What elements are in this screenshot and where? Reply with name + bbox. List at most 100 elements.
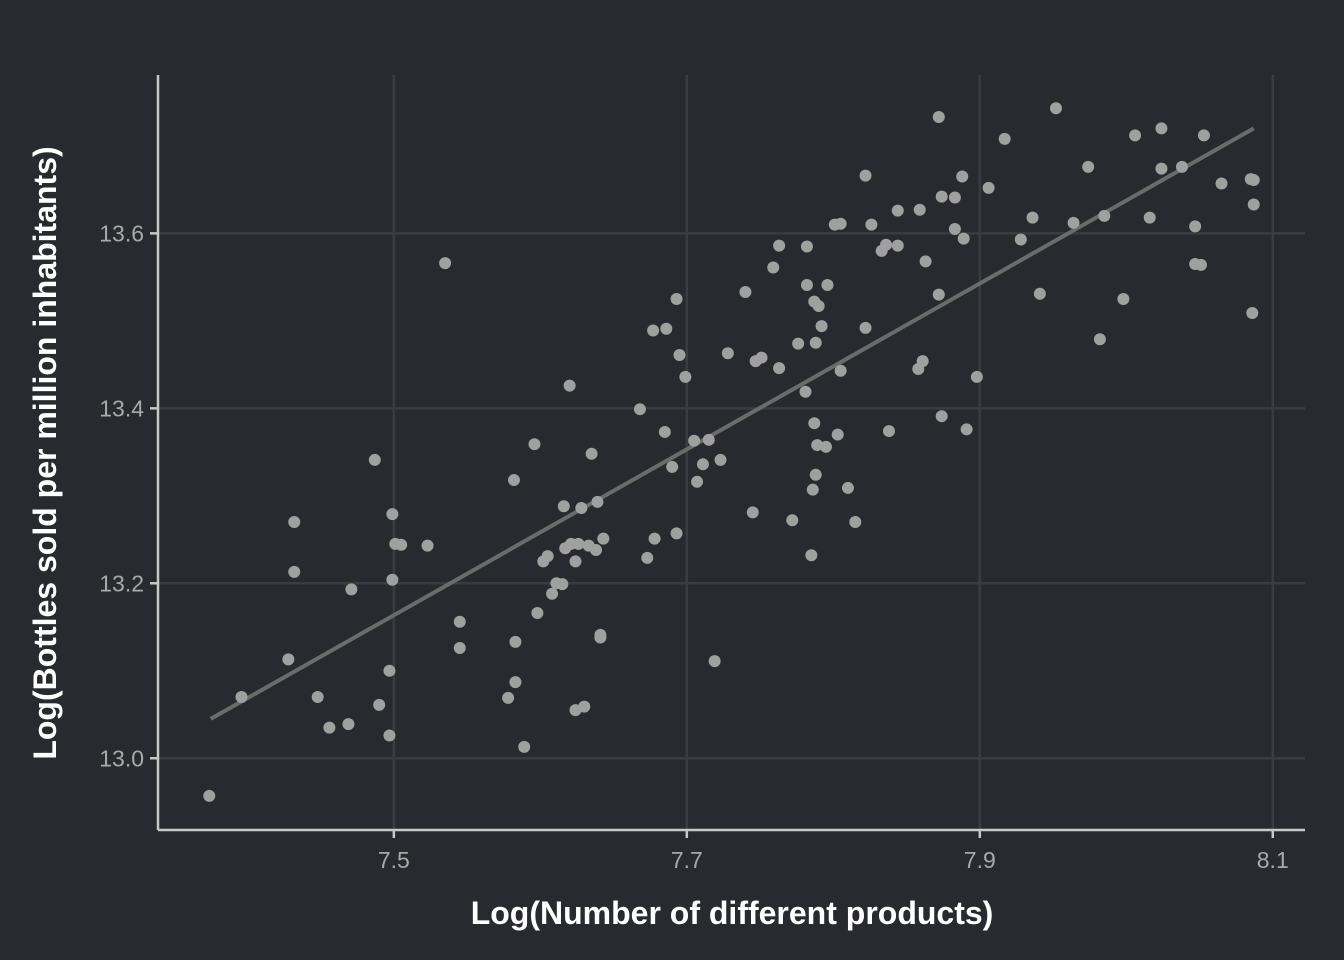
data-point (1175, 160, 1188, 173)
data-point (799, 385, 812, 398)
y-tick-label: 13.0 (99, 745, 144, 771)
data-point (383, 729, 396, 742)
data-point (502, 691, 515, 704)
data-point (453, 615, 466, 628)
data-point (688, 434, 701, 447)
data-point (880, 238, 893, 251)
data-point (1033, 287, 1046, 300)
data-point (589, 544, 602, 557)
data-point (546, 587, 559, 600)
grid-lines (158, 75, 1305, 830)
regression-line (209, 126, 1255, 721)
x-tick-label: 7.9 (964, 847, 996, 873)
data-point (998, 132, 1011, 145)
data-point (932, 288, 945, 301)
y-axis-title: Log(Bottles sold per million inhabitants… (27, 146, 63, 759)
data-point (849, 516, 862, 529)
data-point (591, 495, 604, 508)
data-point (916, 355, 929, 368)
data-point (541, 550, 554, 563)
data-point (288, 516, 301, 529)
data-point (1098, 209, 1111, 222)
data-point (812, 299, 825, 312)
data-point (507, 474, 520, 487)
data-point (919, 255, 932, 268)
data-point (282, 653, 295, 666)
data-point (841, 481, 854, 494)
data-point (578, 700, 591, 713)
data-point (948, 222, 961, 235)
data-point (386, 573, 399, 586)
y-tick-label: 13.4 (99, 395, 144, 421)
data-point (666, 460, 679, 473)
data-point (1247, 198, 1260, 211)
data-point (960, 423, 973, 436)
data-point (702, 433, 715, 446)
data-point (1014, 233, 1027, 246)
data-point (805, 549, 818, 562)
data-point (800, 278, 813, 291)
data-point (859, 169, 872, 182)
data-point (773, 362, 786, 375)
data-point (528, 438, 541, 451)
data-point (819, 440, 832, 453)
data-point (1246, 306, 1259, 319)
data-point (1194, 258, 1207, 271)
data-point (956, 170, 969, 183)
data-point (815, 320, 828, 333)
data-point (323, 721, 336, 734)
data-point (1117, 292, 1130, 305)
data-point (859, 321, 872, 334)
x-axis-title: Log(Number of different products) (471, 895, 994, 931)
x-tick-label: 8.1 (1257, 847, 1289, 873)
data-point (556, 578, 569, 591)
data-point (708, 655, 721, 668)
data-point (1155, 162, 1168, 175)
data-point (809, 468, 822, 481)
data-point (834, 217, 847, 230)
data-point (891, 204, 904, 217)
data-point (572, 537, 585, 550)
data-point (421, 539, 434, 552)
data-point (641, 551, 654, 564)
data-point (531, 607, 544, 620)
data-point (932, 110, 945, 123)
data-point (792, 337, 805, 350)
data-point (575, 502, 588, 515)
data-point (948, 191, 961, 204)
data-point (679, 370, 692, 383)
regression-line-group (209, 126, 1255, 721)
data-point (557, 500, 570, 513)
data-point (831, 428, 844, 441)
data-point (670, 292, 683, 305)
data-point (935, 190, 948, 203)
data-point (648, 532, 661, 545)
data-point (1155, 122, 1168, 135)
data-point (597, 532, 610, 545)
data-point (935, 410, 948, 423)
data-point (373, 698, 386, 711)
data-points (203, 102, 1260, 802)
data-point (383, 664, 396, 677)
axes (150, 75, 1305, 838)
data-point (1093, 333, 1106, 346)
data-point (311, 691, 324, 704)
data-point (806, 483, 819, 496)
data-point (288, 565, 301, 578)
y-tick-label: 13.6 (99, 220, 144, 246)
data-point (1026, 211, 1039, 224)
data-point (808, 417, 821, 430)
data-point (696, 458, 709, 471)
data-point (518, 740, 531, 753)
y-tick-label: 13.2 (99, 570, 144, 596)
data-point (834, 364, 847, 377)
data-point (633, 403, 646, 416)
data-point (647, 324, 660, 337)
data-point (509, 635, 522, 648)
data-point (1197, 129, 1210, 142)
data-point (1067, 216, 1080, 229)
data-point (913, 203, 926, 216)
data-point (1143, 211, 1156, 224)
data-point (453, 642, 466, 655)
